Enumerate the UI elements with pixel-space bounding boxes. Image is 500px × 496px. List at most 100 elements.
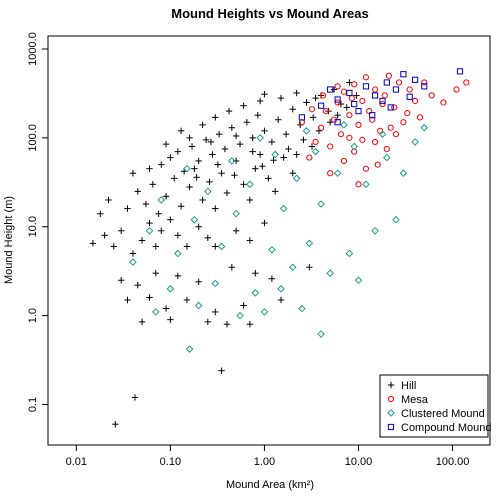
data-point (400, 119, 407, 126)
data-point (206, 178, 213, 186)
data-point (303, 99, 310, 106)
data-point (369, 112, 376, 119)
data-point (308, 143, 316, 150)
data-point (400, 71, 407, 78)
data-point (362, 165, 370, 172)
data-point (362, 74, 370, 81)
data-point (345, 249, 354, 258)
data-point (174, 272, 182, 280)
data-point (359, 136, 366, 143)
data-point (209, 151, 216, 158)
data-point (270, 157, 277, 164)
data-point (288, 263, 297, 272)
data-point (152, 270, 160, 277)
data-point (249, 148, 256, 155)
data-point (456, 68, 464, 75)
data-point (404, 109, 411, 117)
data-point (256, 151, 264, 158)
data-point (232, 227, 240, 234)
data-point (117, 227, 125, 234)
data-point (334, 111, 341, 119)
data-point (183, 296, 191, 304)
data-point (305, 239, 314, 248)
data-point (371, 86, 379, 93)
data-point (191, 165, 198, 172)
data-point (387, 124, 394, 131)
data-point (312, 138, 319, 146)
data-point (185, 345, 194, 353)
data-point (346, 134, 353, 141)
data-point (337, 131, 345, 138)
data-point (157, 196, 166, 204)
data-point (279, 204, 288, 213)
data-point (392, 131, 400, 138)
data-point (411, 138, 419, 146)
data-point (406, 86, 413, 93)
data-point (326, 269, 334, 278)
data-point (223, 189, 231, 197)
data-point (322, 108, 329, 115)
data-point (232, 209, 240, 218)
y-axis-label: Mound Height (m) (3, 196, 15, 284)
data-point (97, 210, 104, 217)
data-point (399, 169, 408, 178)
data-point (112, 420, 119, 428)
data-point (311, 147, 320, 156)
data-point (337, 100, 345, 108)
data-point (129, 250, 137, 257)
data-point (199, 196, 206, 204)
data-point (183, 164, 191, 173)
data-point (146, 165, 153, 172)
data-point (440, 99, 447, 106)
data-point (246, 321, 254, 328)
series-clustered-mound (129, 121, 429, 353)
data-point (387, 104, 394, 111)
data-point (167, 216, 174, 223)
data-point (204, 234, 212, 242)
data-point (334, 83, 341, 90)
data-point (246, 196, 254, 204)
data-point (355, 108, 362, 115)
data-point (158, 227, 165, 234)
legend: Hill Mesa Clustered Mound Compound Mound (379, 374, 492, 438)
data-point (292, 174, 301, 183)
data-point (155, 210, 162, 217)
data-point (289, 170, 296, 177)
data-point (236, 311, 244, 320)
data-point (333, 169, 342, 178)
data-point (343, 104, 350, 111)
y-tick-label: 0.1 (27, 397, 39, 412)
data-point (228, 124, 236, 131)
data-point (453, 86, 460, 93)
data-point (317, 330, 325, 338)
data-point (110, 243, 117, 250)
data-point (228, 264, 236, 271)
data-point (228, 157, 236, 165)
data-point (391, 104, 398, 111)
data-point (183, 243, 191, 250)
data-point (277, 94, 285, 102)
data-point (334, 96, 341, 103)
data-point (412, 76, 419, 83)
data-point (340, 157, 348, 165)
data-point (221, 145, 229, 153)
series-mesa (298, 72, 470, 188)
data-point (282, 130, 290, 138)
data-point (327, 86, 334, 93)
data-point (246, 237, 254, 244)
data-point (236, 140, 244, 148)
data-point (463, 79, 470, 86)
data-point (212, 114, 219, 121)
data-point (193, 174, 200, 181)
data-point (167, 154, 174, 161)
data-point (346, 89, 353, 97)
data-point (277, 296, 285, 304)
data-point (383, 145, 390, 153)
data-point (158, 161, 165, 168)
data-point (218, 170, 225, 177)
data-point (383, 153, 391, 162)
data-point (302, 127, 311, 135)
data-point (348, 95, 355, 102)
data-point (271, 188, 279, 195)
data-point (261, 219, 268, 227)
